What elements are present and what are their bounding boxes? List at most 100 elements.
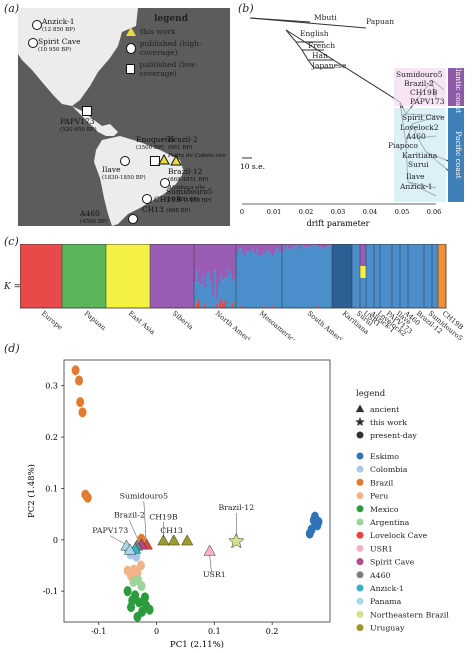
map-legend-row: this work: [126, 27, 226, 36]
leaf-label: Ilave: [406, 172, 425, 181]
legend-color-swatch: [356, 624, 364, 632]
pca-point: [157, 534, 170, 546]
admixture-bar: [276, 244, 278, 249]
admixture-bar: [240, 305, 242, 308]
admixture-bar: [352, 244, 360, 308]
legend-color-swatch: [356, 558, 364, 566]
admixture-bar: [228, 268, 230, 308]
map-legend-title: legend: [154, 14, 189, 24]
admixture-bar: [246, 251, 248, 308]
admixture-bar: [282, 245, 284, 308]
population-label: East Asia: [127, 309, 157, 336]
pca-point: [136, 560, 145, 571]
admixture-plot: Europe Papuan East Asia Siberia North Americ…: [20, 244, 465, 340]
leaf-label: Lovelock2: [400, 123, 439, 132]
legend-series-label: Spirit Cave: [370, 558, 415, 567]
site-marker-sumidouro5: [160, 178, 170, 188]
admixture-bar: [234, 279, 236, 308]
atlantic-coast-bar: [448, 68, 464, 106]
admixture-bar: [332, 244, 352, 308]
legend-shape-label: ancient: [370, 405, 400, 414]
site-label-anzick: Anzick-1 (12 850 BP): [42, 17, 76, 34]
admixture-bar: [264, 244, 266, 253]
admixture-bar: [204, 244, 206, 288]
site-marker-papv173: [82, 106, 92, 116]
pca-point: [75, 375, 84, 386]
leaf-label: Han: [312, 51, 328, 60]
site-label-ch13: CH13 (668 BP): [142, 205, 191, 215]
admixture-bar: [408, 244, 424, 308]
admixture-bar: [298, 249, 300, 308]
map-legend-label: published (low-coverage): [139, 60, 198, 78]
admixture-bar: [252, 244, 254, 250]
admixture-frame: [20, 244, 447, 309]
admixture-bar: [308, 246, 310, 308]
admixture-bar: [374, 244, 380, 308]
admixture-bar: [250, 244, 252, 252]
admixture-bar: [302, 245, 304, 308]
legend-color-swatch: [356, 610, 364, 618]
admixture-bar: [250, 251, 252, 308]
admixture-bar: [292, 246, 294, 308]
admixture-bar: [276, 248, 278, 308]
admixture-bar: [150, 244, 194, 308]
admixture-bar: [312, 244, 314, 246]
leaf-label: Spirit Cave: [402, 113, 445, 122]
triangle-icon: [126, 27, 136, 36]
tree-tick: 0.03: [331, 208, 345, 216]
pacific-coast-label: Pacific coast: [454, 131, 463, 178]
admixture-bar: [196, 303, 198, 308]
admixture-bar: [270, 244, 272, 255]
site-marker-brazil-2: [158, 154, 170, 165]
population-label: Europe: [40, 309, 64, 331]
panel-label-b: (b): [238, 2, 254, 15]
site-label-ch19b: CH19B (1450 BP): [154, 195, 212, 205]
leaf-label: Brazil-2: [404, 79, 434, 88]
pca-point: [181, 534, 194, 546]
site-marker-a460: [128, 214, 138, 224]
admixture-bar: [260, 244, 262, 257]
admixture-bar: [206, 244, 208, 274]
admixture-bar: [318, 305, 320, 308]
admixture-bar: [62, 244, 106, 308]
admixture-bar: [222, 280, 224, 303]
admixture-bar: [240, 244, 242, 249]
pca-point: [123, 543, 137, 555]
legend-series-label: Panama: [370, 597, 402, 606]
pca-legend-title: legend: [356, 389, 386, 399]
admixture-bar: [320, 247, 322, 308]
admixture-bar: [324, 244, 326, 249]
k-label: K = 7: [4, 282, 30, 292]
admixture-bar: [280, 244, 282, 253]
admixture-bar: [294, 246, 296, 308]
y-axis-label: PC2 (1.48%): [26, 464, 37, 518]
admixture-bar: [228, 244, 230, 269]
leaf-label: English: [300, 29, 329, 38]
map-legend-row: published (low-coverage): [126, 60, 226, 78]
admixture-bar: [238, 244, 240, 250]
pca-annotation: Sumidouro5: [120, 492, 168, 501]
pca-point: [133, 611, 142, 622]
admixture-bar: [234, 244, 236, 280]
admixture-bar: [198, 282, 200, 300]
legend-series-label: Uruguay: [370, 624, 405, 633]
admixture-bar: [432, 244, 438, 308]
admixture-bar: [212, 296, 214, 308]
admixture-bar: [226, 244, 228, 278]
admixture-bar: [282, 244, 284, 246]
admixture-bar: [246, 244, 248, 252]
site-marker-ilave: [120, 156, 130, 166]
legend-color-swatch: [356, 531, 364, 539]
admixture-bar: [194, 282, 196, 308]
admixture-bar: [260, 256, 262, 308]
admixture-bar: [290, 248, 292, 308]
admixture-bar: [222, 244, 224, 281]
site-label-sumidouro5: Sumidouro5 (10 400 BP): [166, 187, 213, 204]
admixture-bar: [288, 248, 290, 308]
pca-point: [305, 528, 314, 539]
atlantic-highlight: [394, 68, 446, 106]
y-tick-label: -0.1: [43, 587, 58, 596]
admixture-bar: [248, 251, 250, 308]
admixture-bar: [424, 244, 432, 308]
site-marker-ch19b: [142, 194, 152, 204]
